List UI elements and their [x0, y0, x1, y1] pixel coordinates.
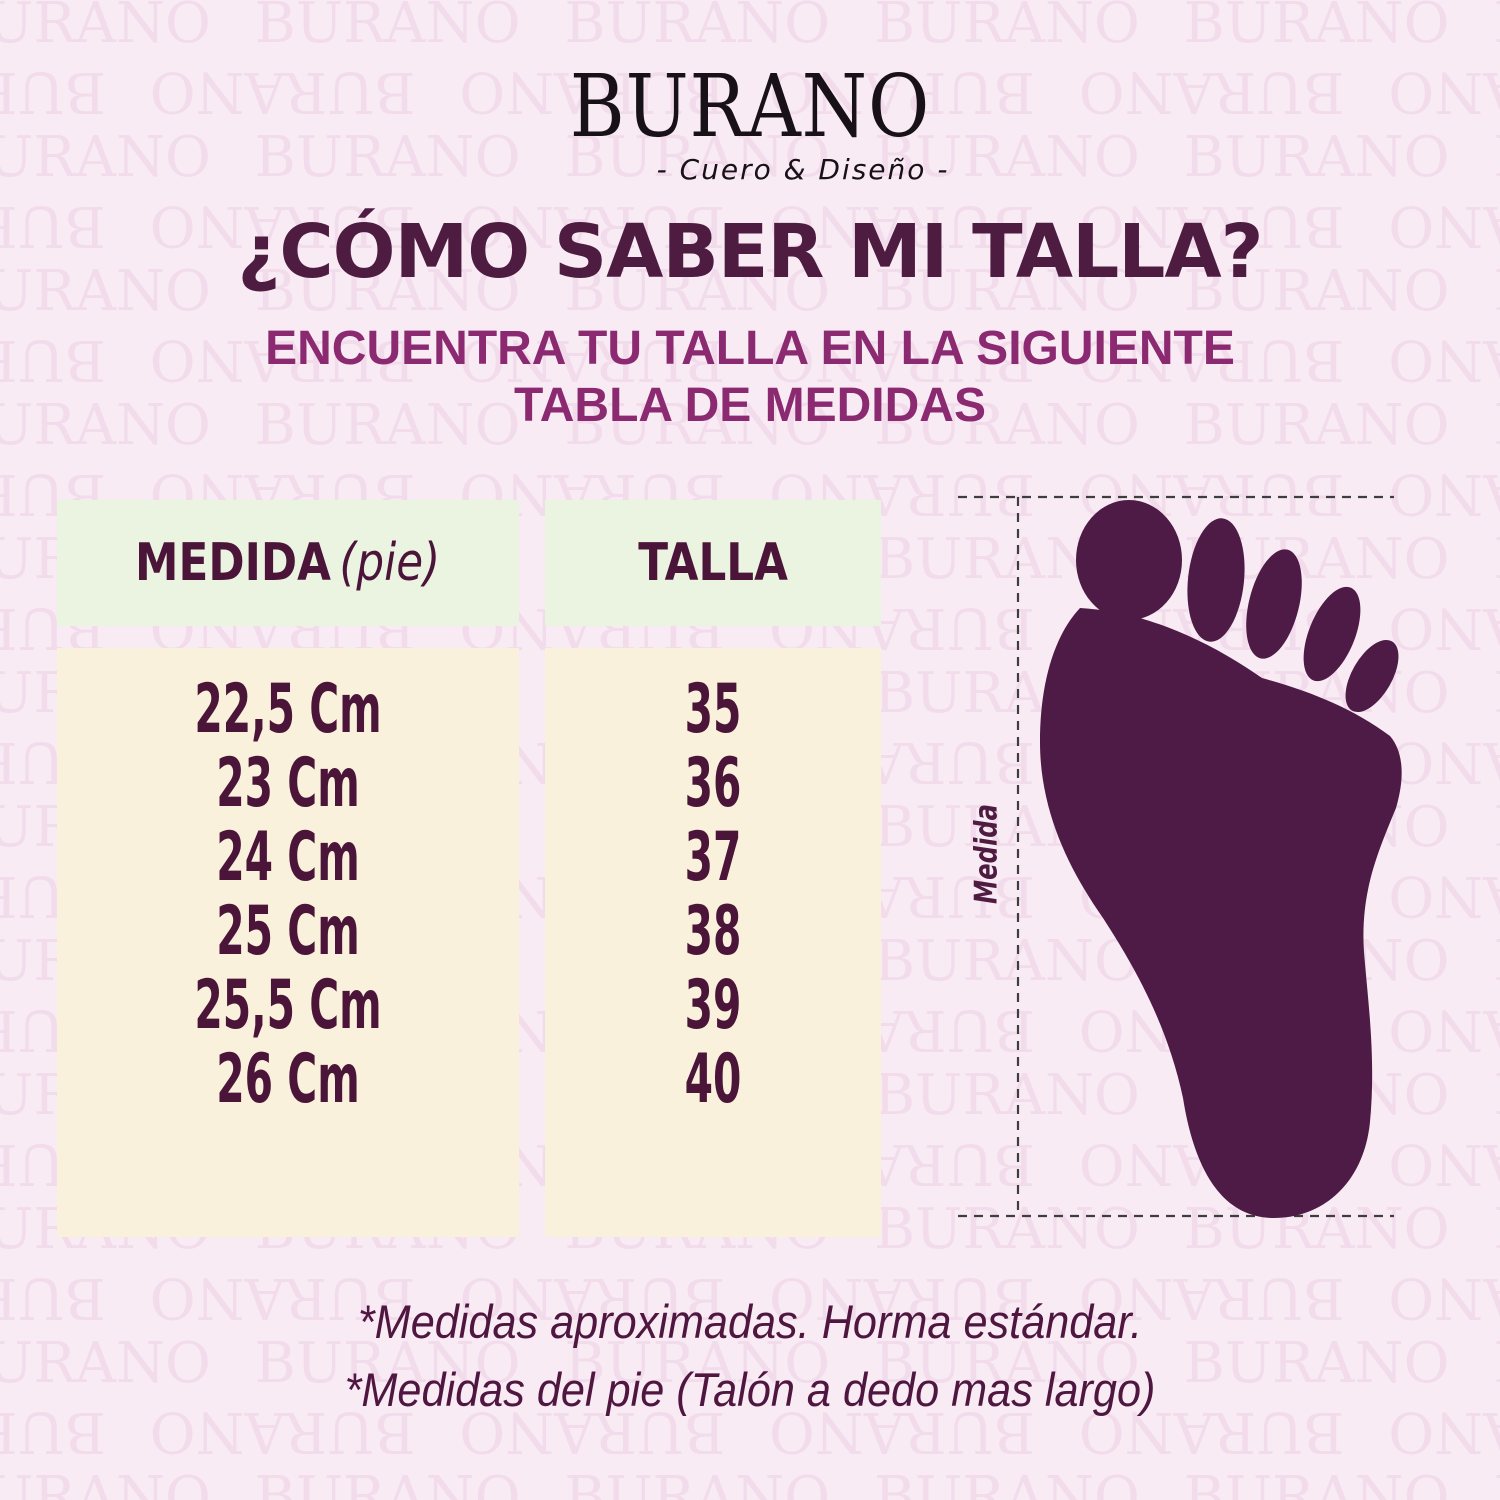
foot-silhouette	[1040, 500, 1402, 1218]
watermark-row: BURANO BURANO BURANO BURANO BURANO BURAN…	[0, 259, 1500, 324]
diagram-label: Medida	[969, 804, 1005, 904]
watermark-row: BURANO BURANO BURANO BURANO BURANO BURAN…	[0, 393, 1500, 458]
medida-header-text: MEDIDA	[135, 533, 332, 593]
size-cell: 38	[684, 892, 742, 971]
table-header-medida: MEDIDA (pie)	[57, 500, 519, 626]
measure-cell: 23 Cm	[216, 744, 360, 823]
fourth-toe	[1303, 586, 1361, 682]
second-toe	[1187, 518, 1245, 642]
size-cell: 40	[684, 1040, 742, 1119]
page-title: ¿CÓMO SABER MI TALLA?	[237, 209, 1263, 295]
foot-measurement-diagram: Medida	[958, 495, 1402, 1218]
watermark-row: BURANO BURANO BURANO BURANO BURANO BURAN…	[0, 1465, 1500, 1500]
medida-header-note: (pie)	[339, 533, 441, 593]
size-cell: 39	[684, 966, 742, 1045]
table-header-talla: TALLA	[545, 500, 881, 626]
size-cell: 35	[684, 670, 742, 749]
brand-logo: BURANO	[569, 57, 931, 157]
table-column-talla: 35 36 37 38 39 40	[545, 648, 881, 1237]
watermark-row: BURANO BURANO BURANO BURANO BURANO BURAN…	[0, 125, 1500, 190]
size-cell: 37	[684, 818, 742, 897]
table-header-talla-label: TALLA	[638, 533, 788, 593]
third-toe	[1246, 549, 1302, 659]
subtitle-line-1: ENCUENTRA TU TALLA EN LA SIGUIENTE	[265, 322, 1235, 375]
page-subtitle: ENCUENTRA TU TALLA EN LA SIGUIENTE TABLA…	[0, 320, 1500, 434]
measure-cell: 22,5 Cm	[194, 670, 382, 749]
measure-cell: 25 Cm	[216, 892, 360, 971]
measure-cell: 26 Cm	[216, 1040, 360, 1119]
brand-tagline: - Cuero & Diseño -	[656, 153, 950, 186]
measure-cell: 24 Cm	[216, 818, 360, 897]
table-column-medida: 22,5 Cm 23 Cm 24 Cm 25 Cm 25,5 Cm 26 Cm	[57, 648, 519, 1237]
table-header-medida-label: MEDIDA (pie)	[135, 537, 440, 589]
watermark-row: BURANO BURANO BURANO BURANO BURANO BURAN…	[0, 0, 1500, 56]
subtitle-line-2: TABLA DE MEDIDAS	[514, 379, 986, 432]
measure-cell: 25,5 Cm	[194, 966, 382, 1045]
footnote-1: *Medidas aproximadas. Horma estándar.	[357, 1295, 1143, 1348]
size-cell: 36	[684, 744, 742, 823]
watermark-row: BURANO BURANO BURANO BURANO BURANO BURAN…	[0, 1331, 1500, 1396]
footnote-2: *Medidas del pie (Talón a dedo mas largo…	[344, 1363, 1156, 1416]
big-toe	[1076, 500, 1182, 620]
pinky-toe	[1345, 639, 1399, 713]
